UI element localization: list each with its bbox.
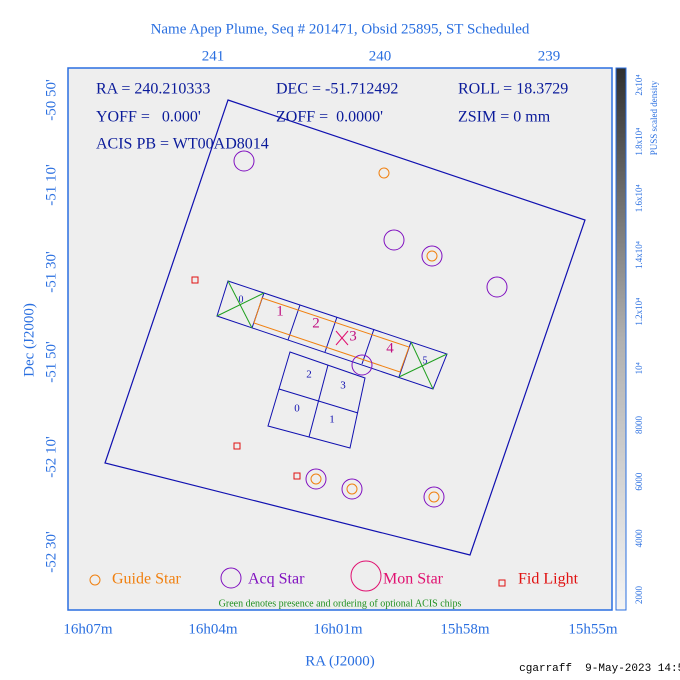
acq-star [423, 486, 445, 508]
chip-label: 2 [306, 369, 312, 381]
acq-star [383, 229, 405, 251]
legend-label: Fid Light [518, 571, 579, 588]
chip-label: 3 [340, 380, 346, 392]
colorbar-tick-label: 1.8x10⁴ [634, 128, 644, 156]
guide-star [426, 250, 438, 262]
x-label: RA (J2000) [305, 653, 375, 669]
fid-light [191, 276, 199, 284]
info: DEC = -51.712492 [276, 81, 398, 98]
acq-star [351, 354, 373, 376]
info: ACIS PB = WT00AD8014 [96, 136, 269, 153]
info: ZSIM = 0 mm [458, 109, 551, 126]
colorbar-tick-label: 6000 [634, 472, 644, 491]
field-outline [104, 99, 586, 556]
acq-star [233, 150, 255, 172]
y-label: Dec (J2000) [21, 303, 37, 377]
acq-star [486, 276, 508, 298]
marks [89, 99, 586, 592]
bottom-tick-label: 16h07m [63, 621, 113, 637]
top-tick-label: 241 [202, 48, 225, 64]
top-tick-label: 239 [538, 48, 561, 64]
colorbar-tick-label: 1.4x10⁴ [634, 241, 644, 269]
title: Name Apep Plume, Seq # 201471, Obsid 258… [151, 21, 530, 37]
guide-star [310, 473, 322, 485]
fid-light [293, 472, 301, 480]
acq-star [305, 468, 327, 490]
plot-area [67, 67, 613, 611]
chip-edge [278, 388, 359, 414]
chip-label: 1 [276, 303, 284, 319]
colorbar-tick-label: 4000 [634, 529, 644, 548]
fid-light [233, 442, 241, 450]
left-tick-label: -51 10' [43, 164, 59, 206]
colorbar-tick-label: 2000 [634, 586, 644, 605]
footer: cgarraff 9-May-2023 14:50 [519, 663, 680, 675]
left-tick-label: -51 50' [43, 341, 59, 383]
acis-s-box [253, 297, 410, 373]
chip-label: 4 [386, 340, 394, 356]
colorbar-tick-label: 1.2x10⁴ [634, 298, 644, 326]
left-tick-label: -51 30' [43, 251, 59, 293]
chip-label: 0 [239, 294, 244, 305]
chip-edge [287, 304, 301, 341]
chip-label: 5 [423, 355, 428, 366]
chip-label: 2 [312, 315, 320, 331]
colorbar-tick-label: 2x10⁴ [634, 74, 644, 95]
chip-label: 1 [329, 414, 335, 426]
legend-mon [350, 560, 382, 592]
legend-guide [89, 574, 101, 586]
note: Green denotes presence and ordering of o… [219, 598, 462, 609]
info: RA = 240.210333 [96, 81, 210, 98]
bottom-tick-label: 16h04m [188, 621, 238, 637]
bottom-tick-label: 15h55m [568, 621, 618, 637]
bottom-tick-label: 15h58m [440, 621, 490, 637]
legend-fid [498, 579, 506, 587]
left-tick-label: -52 10' [43, 436, 59, 478]
acq-star [421, 245, 443, 267]
colorbar [615, 67, 627, 611]
left-tick-label: -50 50' [43, 79, 59, 121]
top-tick-label: 240 [369, 48, 392, 64]
guide-star [378, 167, 390, 179]
legend-label: Guide Star [112, 571, 182, 588]
colorbar-label: PUSS scaled density [649, 80, 659, 155]
bottom-tick-label: 16h01m [313, 621, 363, 637]
info: YOFF = 0.000' [96, 109, 201, 126]
left-tick-label: -52 30' [43, 531, 59, 573]
info: ROLL = 18.3729 [458, 81, 568, 98]
colorbar-tick-label: 8000 [634, 416, 644, 435]
legend-label: Acq Star [248, 571, 305, 588]
acq-star [341, 478, 363, 500]
info: ZOFF = 0.0000' [276, 109, 383, 126]
optional-chip [398, 353, 448, 378]
optional-chip [216, 292, 265, 317]
acis-i [267, 351, 366, 449]
legend-acq [220, 567, 242, 589]
guide-star [428, 491, 440, 503]
chip-label: 3 [349, 328, 357, 344]
chip-label: 0 [294, 403, 300, 415]
colorbar-tick-label: 1.6x10⁴ [634, 184, 644, 212]
colorbar-tick-label: 10⁴ [634, 362, 644, 374]
guide-star [346, 483, 358, 495]
legend-label: Mon Star [383, 571, 444, 588]
aimpoint [335, 330, 349, 346]
